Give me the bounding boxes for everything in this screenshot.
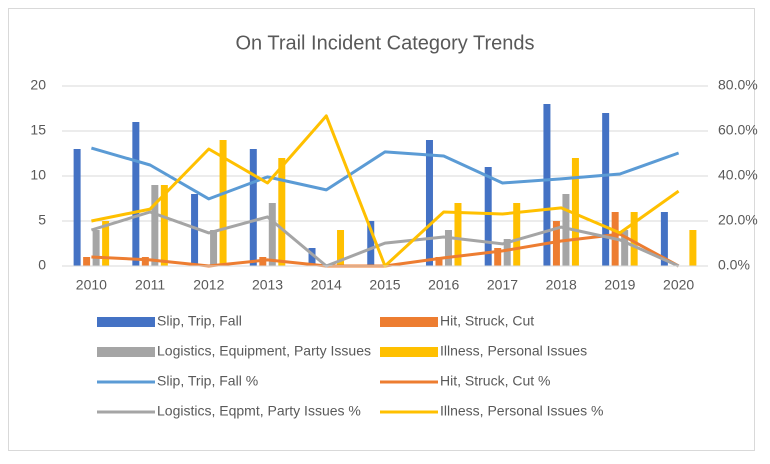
legend-label: Logistics, Eqpmt, Party Issues % [157, 403, 361, 419]
chart-border [8, 8, 755, 451]
bar [621, 230, 629, 266]
x-tick-label: 2016 [428, 277, 459, 293]
y2-tick-label: 40.0% [718, 167, 758, 183]
legend-marker [380, 317, 438, 327]
bar [278, 158, 286, 266]
bar [689, 230, 697, 266]
legend-marker [97, 347, 155, 357]
bar [630, 212, 638, 266]
y-tick-label: 20 [30, 77, 46, 93]
bar [249, 149, 257, 266]
y2-tick-label: 20.0% [718, 212, 758, 228]
bar [151, 185, 159, 266]
y-tick-label: 10 [30, 167, 46, 183]
y2-tick-label: 80.0% [718, 77, 758, 93]
bar [92, 230, 100, 266]
legend-marker [380, 347, 438, 357]
bar [435, 257, 443, 266]
bar [160, 185, 168, 266]
x-tick-label: 2014 [311, 277, 342, 293]
x-tick-label: 2013 [252, 277, 283, 293]
bar [513, 203, 521, 266]
bar [552, 221, 560, 266]
legend-label: Slip, Trip, Fall [157, 313, 242, 329]
bar [543, 104, 551, 266]
y2-tick-label: 0.0% [718, 257, 750, 273]
x-tick-label: 2018 [546, 277, 577, 293]
x-tick-label: 2011 [135, 277, 165, 293]
bar [367, 221, 375, 266]
x-tick-label: 2015 [369, 277, 400, 293]
bar [102, 221, 110, 266]
x-tick-label: 2010 [76, 277, 107, 293]
bar [308, 248, 316, 266]
bar [660, 212, 668, 266]
bar [503, 239, 511, 266]
bar [83, 257, 91, 266]
bar [562, 194, 570, 266]
bar [494, 248, 502, 266]
bar [571, 158, 579, 266]
y-tick-label: 0 [38, 257, 46, 273]
chart-title: On Trail Incident Category Trends [235, 32, 534, 54]
bar [425, 140, 433, 266]
bar [191, 194, 199, 266]
bar [268, 203, 276, 266]
legend-label: Illness, Personal Issues % [440, 403, 603, 419]
legend-label: Slip, Trip, Fall % [157, 373, 258, 389]
bar [444, 230, 452, 266]
y-tick-label: 5 [38, 212, 46, 228]
bar [210, 230, 218, 266]
line [90, 146, 680, 201]
legend-label: Hit, Struck, Cut [440, 313, 534, 329]
bar [337, 230, 345, 266]
bar [602, 113, 610, 266]
bar [219, 140, 227, 266]
x-tick-label: 2012 [193, 277, 224, 293]
legend-label: Hit, Struck, Cut % [440, 373, 550, 389]
bar [73, 149, 81, 266]
bar [132, 122, 140, 266]
legend-label: Illness, Personal Issues [440, 343, 587, 359]
y-tick-label: 15 [30, 122, 46, 138]
bar [484, 167, 492, 266]
x-tick-label: 2020 [663, 277, 694, 293]
legend-marker [97, 317, 155, 327]
legend-label: Logistics, Equipment, Party Issues [157, 343, 371, 359]
y2-tick-label: 60.0% [718, 122, 758, 138]
x-tick-label: 2017 [487, 277, 518, 293]
bar [454, 203, 462, 266]
x-tick-label: 2019 [604, 277, 635, 293]
line [90, 210, 680, 268]
bar [141, 257, 149, 266]
